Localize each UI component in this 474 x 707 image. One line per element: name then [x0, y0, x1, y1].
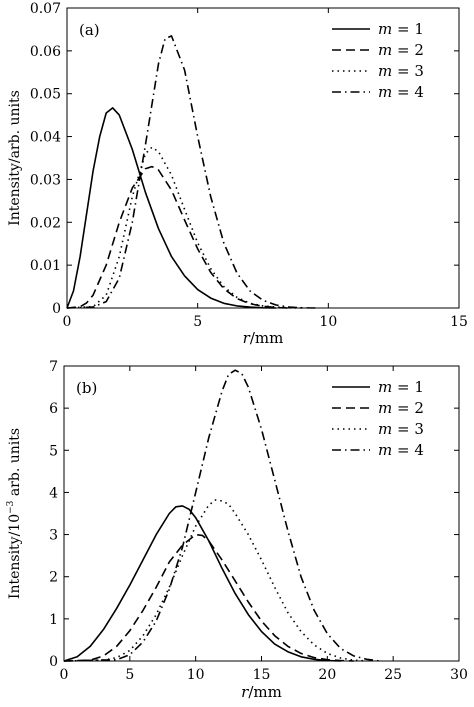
x-tick-label: 0 [60, 667, 69, 683]
legend-value: = 4 [392, 441, 424, 459]
y-tick-label: 5 [49, 443, 58, 459]
legend-variable: m [378, 399, 392, 417]
y-axis-title-exponent: −3 [6, 500, 16, 514]
y-tick-label: 0.06 [30, 44, 61, 60]
legend-value: = 1 [392, 20, 424, 38]
y-tick-label: 0.02 [30, 215, 61, 231]
chart-panel-b: 0 5 10 15 20 25 30 0 1 2 3 4 5 6 7 r/mm Intensity/10−3 a… [6, 359, 468, 701]
legend-variable: m [378, 441, 392, 459]
legend-variable: m [378, 378, 392, 396]
y-tick-label: 1 [49, 612, 58, 628]
legend-value: = 2 [392, 41, 424, 59]
legend-value: = 4 [392, 83, 424, 101]
series-line-m1 [63, 505, 341, 662]
legend-value: = 1 [392, 378, 424, 396]
legend-label-m1: m = 1 [378, 20, 424, 38]
plot-frame [66, 7, 460, 309]
y-tick-label: 0.01 [30, 258, 61, 274]
legend-value: = 3 [392, 420, 424, 438]
legend-variable: m [378, 41, 392, 59]
legend-variable: m [378, 62, 392, 80]
x-tick-label: 15 [253, 667, 271, 683]
panel-label: (a) [79, 21, 100, 39]
x-axis-variable: r [241, 683, 249, 701]
x-axis-unit: /mm [250, 329, 284, 347]
y-tick-label: 3 [49, 528, 58, 544]
legend-label-m3: m = 3 [378, 62, 424, 80]
series-line-m2 [63, 533, 354, 662]
y-axis-title-suffix: arb. units [7, 428, 23, 501]
series-line-m2 [66, 165, 290, 309]
legend-value: = 2 [392, 399, 424, 417]
legend-variable: m [378, 83, 392, 101]
x-tick-label: 30 [450, 667, 468, 683]
legend-variable: m [378, 20, 392, 38]
x-tick-label: 5 [193, 314, 202, 330]
y-tick-label: 0 [52, 301, 61, 317]
y-axis-title: Intensity/arb. units [7, 90, 23, 226]
y-tick-label: 6 [49, 401, 58, 417]
x-axis-unit: /mm [248, 683, 282, 701]
y-tick-label: 0.04 [30, 130, 61, 146]
x-tick-label: 10 [319, 314, 337, 330]
series-line-m4 [63, 369, 381, 662]
legend-label-m1: m = 1 [378, 378, 424, 396]
y-tick-label: 0 [49, 654, 58, 670]
legend-label-m2: m = 2 [378, 399, 424, 417]
series-line-m4 [66, 35, 316, 309]
y-tick-label: 4 [49, 485, 58, 501]
legend-value: = 3 [392, 62, 424, 80]
x-tick-label: 0 [63, 314, 72, 330]
x-tick-label: 10 [187, 667, 205, 683]
x-axis-variable: r [243, 329, 251, 347]
x-tick-label: 25 [384, 667, 402, 683]
y-tick-label: 7 [49, 359, 58, 375]
y-tick-label: 0.07 [30, 1, 61, 17]
x-tick-label: 20 [318, 667, 336, 683]
x-tick-label: 5 [125, 667, 134, 683]
y-axis-title-prefix: Intensity/10 [7, 514, 23, 599]
panel-label: (b) [76, 379, 97, 397]
y-tick-label: 2 [49, 570, 58, 586]
x-axis-title: r/mm [241, 683, 282, 701]
y-tick-label: 0.03 [30, 172, 61, 188]
legend-variable: m [378, 420, 392, 438]
chart-panel-a: 0 5 10 15 0 0.01 0.02 0.03 0.04 0.05 0.06 0.07 r/mm I… [7, 1, 468, 347]
y-tick-label: 0.05 [30, 87, 61, 103]
y-axis-title: Intensity/10−3 arb. units [6, 428, 23, 599]
series-line-m3 [63, 499, 367, 662]
x-axis-title: r/mm [243, 329, 284, 347]
series-line-m1 [66, 107, 277, 309]
legend-label-m4: m = 4 [378, 441, 424, 459]
series-line-m3 [66, 146, 303, 309]
legend-label-m2: m = 2 [378, 41, 424, 59]
legend-label-m4: m = 4 [378, 83, 424, 101]
legend-label-m3: m = 3 [378, 420, 424, 438]
x-tick-label: 15 [450, 314, 468, 330]
